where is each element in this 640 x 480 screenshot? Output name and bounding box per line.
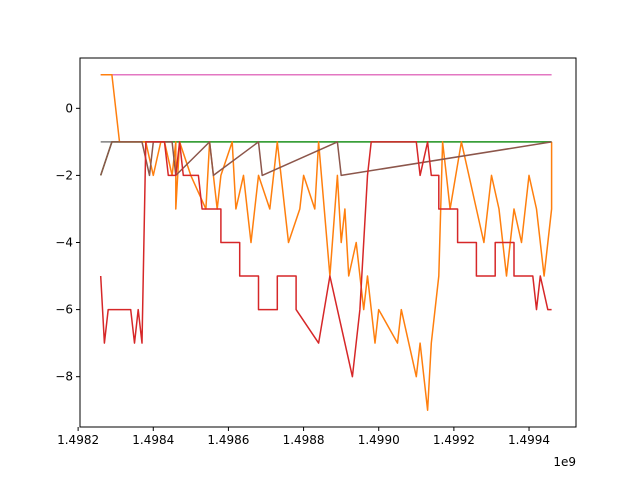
y-tick-label: −2 [55, 168, 73, 182]
x-tick-label: 1.4990 [358, 433, 400, 447]
x-tick-label: 1.4992 [433, 433, 475, 447]
y-tick-label: −6 [55, 303, 73, 317]
x-tick-label: 1.4984 [132, 433, 174, 447]
series-line-6 [99, 141, 552, 378]
x-tick-label: 1.4994 [508, 433, 550, 447]
axes-background [80, 58, 576, 427]
y-tick-label: 0 [65, 101, 73, 115]
plot-area [79, 57, 577, 428]
y-axis: 0 −2 −4 −6 −8 [55, 101, 80, 384]
x-tick-label: 1.4986 [207, 433, 249, 447]
y-tick-label: −4 [55, 236, 73, 250]
x-axis-offset-label: 1e9 [553, 455, 576, 469]
series-layer [99, 74, 553, 411]
x-axis: 1.4982 1.4984 1.4986 1.4988 1.4990 1.4992 1.49… [57, 427, 550, 447]
x-tick-label: 1.4982 [57, 433, 99, 447]
series-line-4 [100, 74, 553, 411]
y-tick-label: −8 [55, 370, 73, 384]
x-tick-label: 1.4988 [283, 433, 325, 447]
